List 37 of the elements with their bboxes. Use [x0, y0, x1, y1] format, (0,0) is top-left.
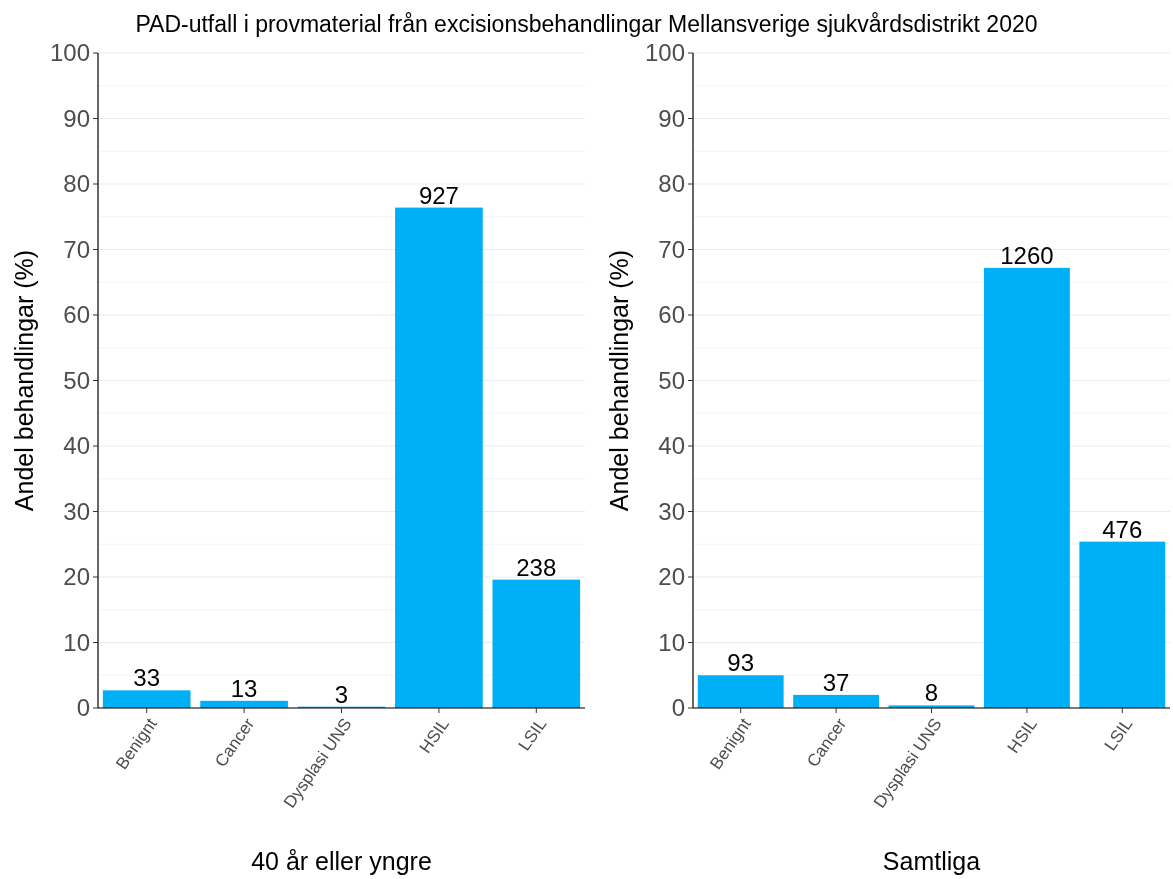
y-tick-label: 70 [63, 235, 90, 263]
annotation: 8 [924, 679, 939, 707]
y-tick-label: 60 [63, 301, 90, 329]
annotation: 476 [1102, 515, 1143, 543]
y-axis-title: Andel behandlingar (%) [10, 249, 38, 512]
annotation: 33 [133, 664, 161, 692]
y-tick-label: 10 [658, 628, 685, 656]
y-tick-label: 80 [658, 170, 685, 198]
y-tick-label: 20 [658, 563, 685, 591]
annotation: 37 [822, 668, 850, 696]
y-tick-label: 10 [63, 628, 90, 656]
y-tick-label: 40 [658, 432, 685, 460]
y-axis-title: Andel behandlingar (%) [605, 249, 633, 512]
y-tick-label: 30 [63, 497, 90, 525]
y-tick-label: 20 [63, 563, 90, 591]
y-tick-label: 80 [63, 170, 90, 198]
annotation: 3 [334, 680, 349, 708]
annotation: 13 [230, 674, 258, 702]
y-tick-label: 50 [63, 366, 90, 394]
y-tick-label: 90 [63, 104, 90, 132]
annotation: 927 [418, 181, 459, 209]
x-axis-title: Samtliga [882, 847, 981, 875]
y-tick-label: 90 [658, 104, 685, 132]
y-tick-label: 100 [49, 39, 90, 67]
y-tick-label: 50 [658, 366, 685, 394]
annotation: 93 [727, 649, 755, 677]
y-tick-label: 40 [63, 432, 90, 460]
y-tick-label: 60 [658, 301, 685, 329]
annotation: 1260 [1000, 241, 1054, 269]
y-tick-label: 0 [671, 694, 685, 722]
y-tick-label: 70 [658, 235, 685, 263]
x-axis-title: 40 år eller yngre [251, 847, 432, 875]
y-tick-label: 0 [76, 694, 90, 722]
annotation: 238 [516, 553, 557, 581]
y-tick-label: 100 [644, 39, 685, 67]
chart-title: PAD-utfall i provmaterial från excisionsbehandlingar Mellansverige sjukvårdsdistrikt 2020 [135, 11, 1038, 37]
y-tick-label: 30 [658, 497, 685, 525]
